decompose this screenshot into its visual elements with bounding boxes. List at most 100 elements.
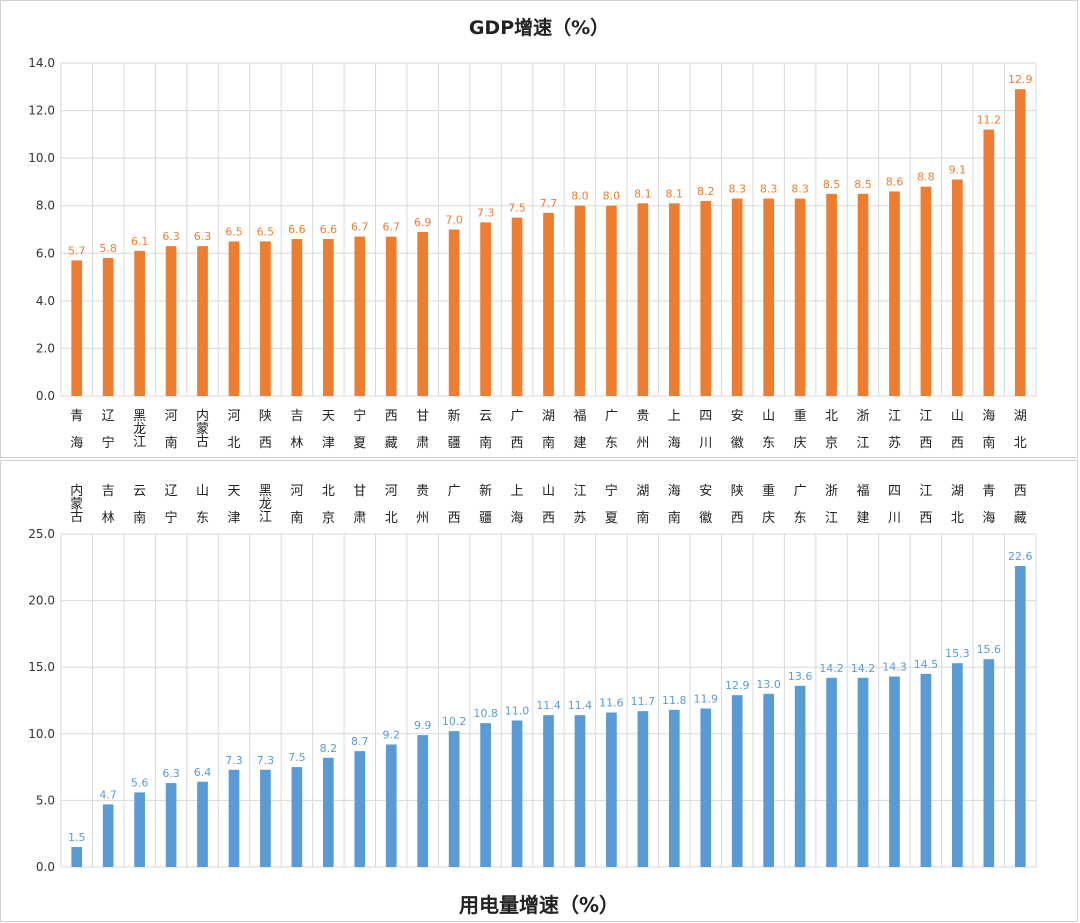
elec-category-label: 山东	[196, 484, 209, 526]
elec-category-label: 西藏	[1014, 484, 1027, 526]
gdp-data-label: 6.5	[225, 225, 243, 238]
elec-ytick-label: 10.0	[28, 727, 55, 741]
gdp-ytick-label: 10.0	[28, 151, 55, 165]
gdp-data-label: 8.8	[917, 171, 935, 184]
elec-bar	[71, 847, 82, 867]
gdp-bar	[166, 246, 177, 396]
elec-category-label: 辽宁	[165, 484, 178, 526]
gdp-data-label: 6.7	[351, 221, 369, 234]
elec-ytick-label: 5.0	[36, 793, 55, 807]
gdp-bar	[921, 187, 932, 396]
elec-data-label: 6.4	[194, 766, 212, 779]
gdp-data-label: 6.6	[288, 223, 306, 236]
gdp-data-label: 6.3	[194, 230, 212, 243]
gdp-data-label: 12.9	[1008, 73, 1033, 86]
elec-data-label: 1.5	[68, 831, 86, 844]
elec-data-label: 11.4	[568, 699, 593, 712]
elec-category-label: 浙江	[825, 484, 838, 526]
elec-bar	[606, 712, 617, 867]
elec-bar	[952, 663, 963, 867]
gdp-category-label: 青海	[70, 409, 83, 451]
elec-category-label: 宁夏	[605, 483, 618, 526]
gdp-data-label: 6.3	[162, 230, 180, 243]
gdp-bar	[323, 239, 334, 396]
elec-bar	[858, 678, 869, 867]
elec-bar	[260, 770, 271, 867]
gdp-data-label: 6.7	[382, 221, 400, 234]
elec-category-label: 上海	[511, 484, 524, 526]
elec-category-label: 青海	[982, 484, 995, 526]
gdp-data-label: 8.3	[791, 183, 809, 196]
gdp-bar	[1015, 89, 1026, 396]
gdp-category-label: 甘肃	[416, 409, 429, 451]
elec-category-label: 吉林	[102, 484, 115, 526]
elec-bar	[795, 686, 806, 867]
gdp-category-label: 湖南	[542, 409, 555, 451]
elec-data-label: 8.7	[351, 735, 369, 748]
elec-bar	[103, 804, 114, 867]
gdp-bar	[889, 191, 900, 396]
elec-bar	[575, 715, 586, 867]
elec-ytick-label: 15.0	[28, 660, 55, 674]
gdp-data-label: 5.7	[68, 244, 86, 257]
elec-bar	[323, 758, 334, 867]
gdp-data-label: 8.1	[666, 187, 684, 200]
elec-data-label: 7.3	[225, 754, 243, 767]
gdp-data-label: 8.5	[823, 178, 841, 191]
elec-category-label: 福建	[857, 484, 870, 526]
gdp-data-label: 8.3	[760, 183, 778, 196]
elec-category-label: 海南	[668, 484, 681, 526]
gdp-data-label: 7.3	[477, 206, 495, 219]
gdp-ytick-label: 8.0	[36, 199, 55, 213]
elec-bar	[417, 735, 428, 867]
gdp-bar	[103, 258, 114, 396]
gdp-category-label: 云南	[479, 409, 492, 451]
gdp-data-label: 8.1	[634, 187, 652, 200]
elec-category-label: 甘肃	[353, 484, 366, 526]
elec-data-label: 15.3	[945, 647, 970, 660]
gdp-category-label: 内蒙古	[196, 408, 209, 450]
gdp-bar	[354, 237, 365, 396]
electricity-chart-title: 用电量增速（%）	[1, 889, 1077, 918]
elec-data-label: 14.2	[819, 662, 844, 675]
gdp-ytick-label: 14.0	[28, 56, 55, 70]
elec-category-label: 湖南	[636, 484, 649, 526]
elec-data-label: 9.9	[414, 719, 432, 732]
elec-data-label: 22.6	[1008, 550, 1033, 563]
elec-data-label: 13.6	[788, 670, 813, 683]
elec-data-label: 9.2	[382, 728, 400, 741]
elec-bar	[1015, 566, 1026, 867]
gdp-category-label: 天津	[322, 409, 335, 451]
elec-bar	[889, 677, 900, 867]
elec-category-label: 河南	[290, 484, 303, 526]
elec-data-label: 15.6	[977, 643, 1002, 656]
elec-bar	[700, 708, 711, 867]
gdp-bar	[795, 199, 806, 396]
elec-bar	[197, 782, 208, 867]
elec-data-label: 8.2	[320, 742, 338, 755]
gdp-ytick-label: 4.0	[36, 294, 55, 308]
elec-data-label: 14.3	[882, 661, 907, 674]
elec-data-label: 13.0	[756, 678, 781, 691]
gdp-bar	[480, 222, 491, 396]
elec-bar	[921, 674, 932, 867]
gdp-data-label: 8.3	[728, 183, 746, 196]
gdp-category-label: 新疆	[448, 408, 461, 451]
elec-bar	[166, 783, 177, 867]
elec-bar	[386, 744, 397, 867]
gdp-bar	[983, 130, 994, 396]
elec-data-label: 4.7	[99, 788, 117, 801]
elec-category-label: 北京	[322, 484, 335, 526]
gdp-bar	[134, 251, 145, 396]
gdp-data-label: 7.5	[508, 202, 526, 215]
gdp-category-label: 重庆	[794, 408, 807, 451]
gdp-category-label: 广西	[511, 409, 524, 451]
gdp-data-label: 8.0	[571, 190, 589, 203]
elec-data-label: 6.3	[162, 767, 180, 780]
elec-category-label: 山西	[542, 484, 555, 526]
elec-bar	[543, 715, 554, 867]
gdp-data-label: 8.5	[854, 178, 872, 191]
gdp-chart-panel: GDP增速（%） 0.0 2.0 4.0 6.0 8.0 10.0 12.0 14.0 5.7 青…	[0, 0, 1078, 458]
gdp-bar	[417, 232, 428, 396]
gdp-bar	[575, 206, 586, 396]
